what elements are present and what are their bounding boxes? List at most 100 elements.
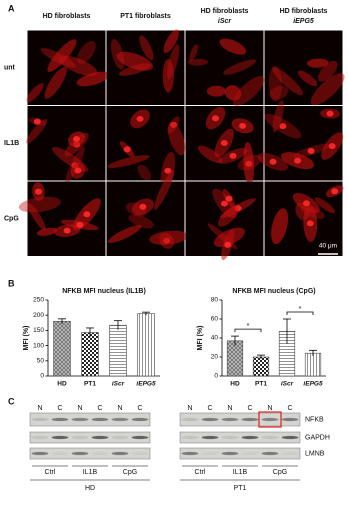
- cell: [44, 66, 67, 99]
- column-header: iScr: [218, 18, 233, 25]
- cell: [232, 76, 265, 106]
- significance-bracket: [234, 328, 262, 333]
- cell: [139, 35, 154, 61]
- nucleus: [220, 200, 228, 207]
- y-tick-label: 100: [33, 342, 44, 349]
- bar: [304, 352, 322, 377]
- column-header: iEPG5: [293, 18, 314, 25]
- nucleus: [212, 115, 220, 122]
- column-header: HD fibroblasts: [201, 8, 249, 15]
- blot-band: [91, 417, 109, 422]
- x-tick-label: iScr: [281, 381, 294, 388]
- nucleus: [245, 160, 253, 167]
- blot-band: [241, 417, 259, 422]
- x-tick-label: PT1: [255, 381, 267, 388]
- column-header: HD fibroblasts: [280, 8, 328, 15]
- treatment-label: Ctrl: [195, 469, 206, 476]
- nucleus: [74, 167, 82, 174]
- y-tick-label: 60: [211, 316, 219, 323]
- cell: [26, 83, 44, 103]
- bar: [252, 356, 270, 377]
- blot-band: [131, 435, 149, 440]
- scale-bar-label: 40 μm: [319, 243, 337, 250]
- cell: [219, 38, 247, 55]
- blot-strip: [29, 447, 151, 460]
- lane-label: C: [287, 405, 292, 412]
- y-tick-label: 0: [214, 373, 218, 380]
- lane-label: C: [137, 405, 142, 412]
- cell: [36, 227, 58, 236]
- lane-label: N: [227, 405, 232, 412]
- blot-band: [71, 451, 89, 456]
- bar: [81, 332, 99, 377]
- lane-label: N: [37, 405, 42, 412]
- nucleus: [136, 115, 144, 122]
- blot-band: [241, 451, 259, 456]
- nucleus: [306, 220, 314, 227]
- nucleus: [73, 136, 81, 143]
- cell: [269, 85, 289, 100]
- cell: [76, 71, 110, 87]
- cell: [187, 58, 209, 66]
- blot-band: [261, 417, 279, 422]
- protein-label: GAPDH: [305, 434, 330, 441]
- chart-title: NFKB MFI nucleus (IL1B): [62, 288, 146, 295]
- x-tick-label: iEPG5: [136, 381, 156, 388]
- nucleus: [328, 143, 336, 150]
- y-axis-label: MFI (%): [197, 326, 204, 351]
- blot-band: [91, 451, 109, 456]
- cell: [26, 119, 48, 144]
- cell: [167, 122, 186, 156]
- x-tick-label: iEPG5: [303, 381, 323, 388]
- chart-title: NFKB MFI nucleus (CpG): [232, 288, 315, 295]
- nucleus: [34, 188, 42, 195]
- blot-band: [71, 417, 89, 422]
- nucleus: [63, 227, 71, 234]
- cell: [163, 29, 179, 53]
- blot-band: [261, 451, 279, 456]
- highlight-box: [258, 411, 282, 428]
- y-tick-label: 40: [211, 335, 219, 342]
- cell: [314, 197, 336, 214]
- lane-label: N: [187, 405, 192, 412]
- treatment-label: Ctrl: [45, 469, 56, 476]
- blot-band: [131, 417, 149, 422]
- cell: [271, 208, 289, 244]
- column-header: PT1 fibroblasts: [120, 13, 171, 20]
- cell: [27, 203, 46, 231]
- nucleus: [302, 200, 310, 207]
- cell-line-label: HD: [85, 485, 95, 492]
- micrograph: [27, 106, 106, 181]
- nucleus: [326, 110, 334, 117]
- lane-label: C: [97, 405, 102, 412]
- nucleus: [331, 188, 339, 195]
- cell: [154, 169, 175, 210]
- blot-strip: [179, 431, 301, 444]
- treatment-label: CpG: [273, 469, 287, 476]
- nucleus: [83, 211, 91, 218]
- blot-strip: [29, 412, 151, 427]
- row-label: CpG: [4, 216, 19, 223]
- nucleus: [220, 139, 228, 146]
- blot-band: [181, 451, 199, 456]
- nucleus: [76, 221, 84, 228]
- x-tick-label: HD: [57, 381, 67, 388]
- blot-band: [111, 417, 129, 422]
- protein-label: LMNB: [305, 450, 325, 457]
- nucleus: [269, 158, 277, 165]
- y-tick-label: 50: [37, 358, 45, 365]
- blot-band: [261, 435, 279, 440]
- y-tick-label: 200: [33, 312, 44, 319]
- blot-strip: [179, 412, 301, 427]
- nucleus: [123, 146, 131, 153]
- blot-band: [281, 417, 299, 422]
- cell: [206, 85, 227, 97]
- cell: [272, 67, 304, 96]
- y-axis-label: MFI (%): [23, 326, 30, 351]
- nucleus: [279, 123, 287, 130]
- blot-band: [181, 435, 199, 440]
- blot-band: [91, 435, 109, 440]
- cell: [128, 214, 154, 229]
- blot-band: [31, 417, 49, 422]
- micrograph: [264, 30, 343, 105]
